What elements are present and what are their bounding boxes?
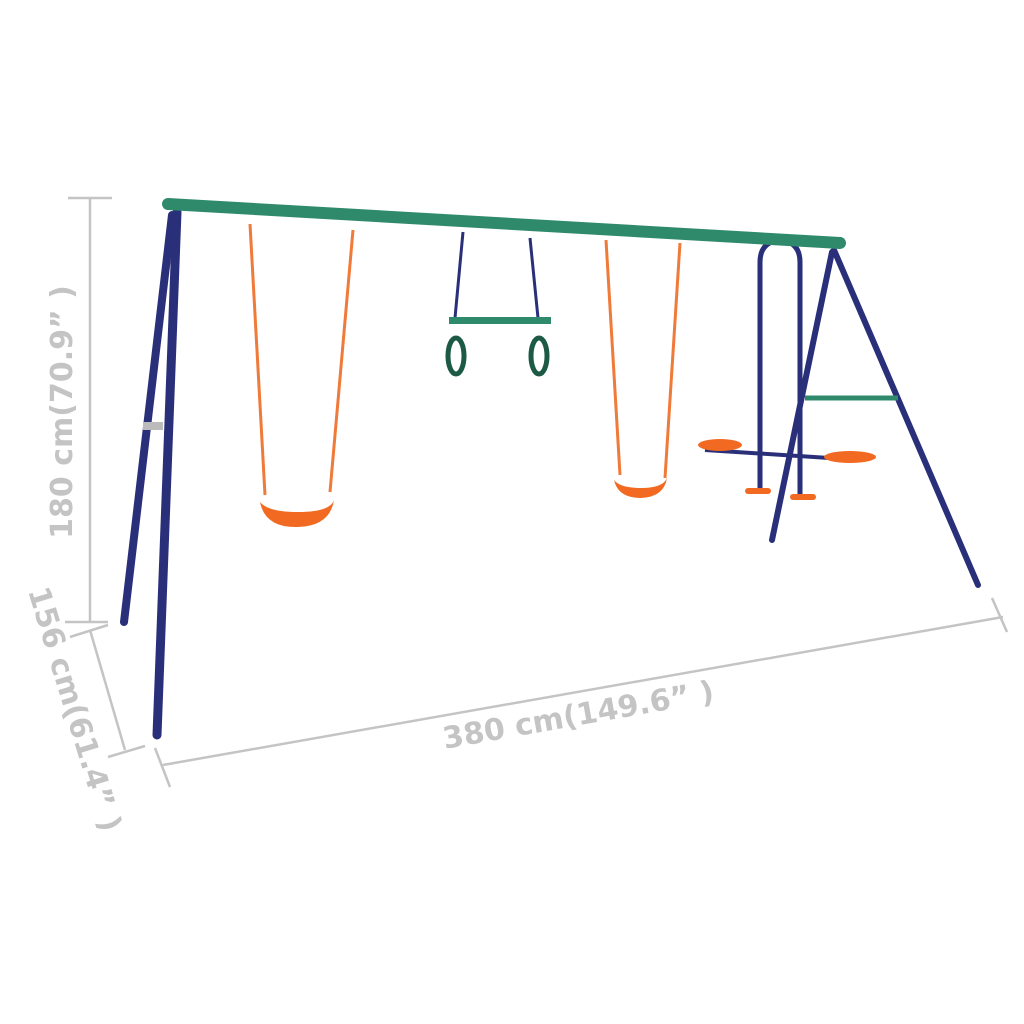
top-beam [162, 198, 846, 249]
depth-label: 156 cm(61.4” ) [20, 583, 128, 836]
trapeze-bar [449, 317, 551, 324]
swing-left [248, 223, 355, 528]
height-label: 180 cm(70.9” ) [45, 285, 80, 539]
dimension-lines [65, 196, 1009, 788]
bracket [143, 422, 163, 430]
swing-right [604, 239, 682, 498]
frame [120, 207, 981, 740]
swing-seat [614, 478, 667, 498]
swing-seat [260, 500, 334, 528]
width-label: 380 cm(149.6” ) [440, 675, 716, 757]
trapeze [445, 231, 551, 377]
depth-dimension-line [88, 629, 127, 751]
gym-ring [445, 335, 467, 377]
width-dimension-line [162, 615, 1004, 767]
glider [698, 439, 876, 500]
gym-ring [528, 335, 550, 377]
